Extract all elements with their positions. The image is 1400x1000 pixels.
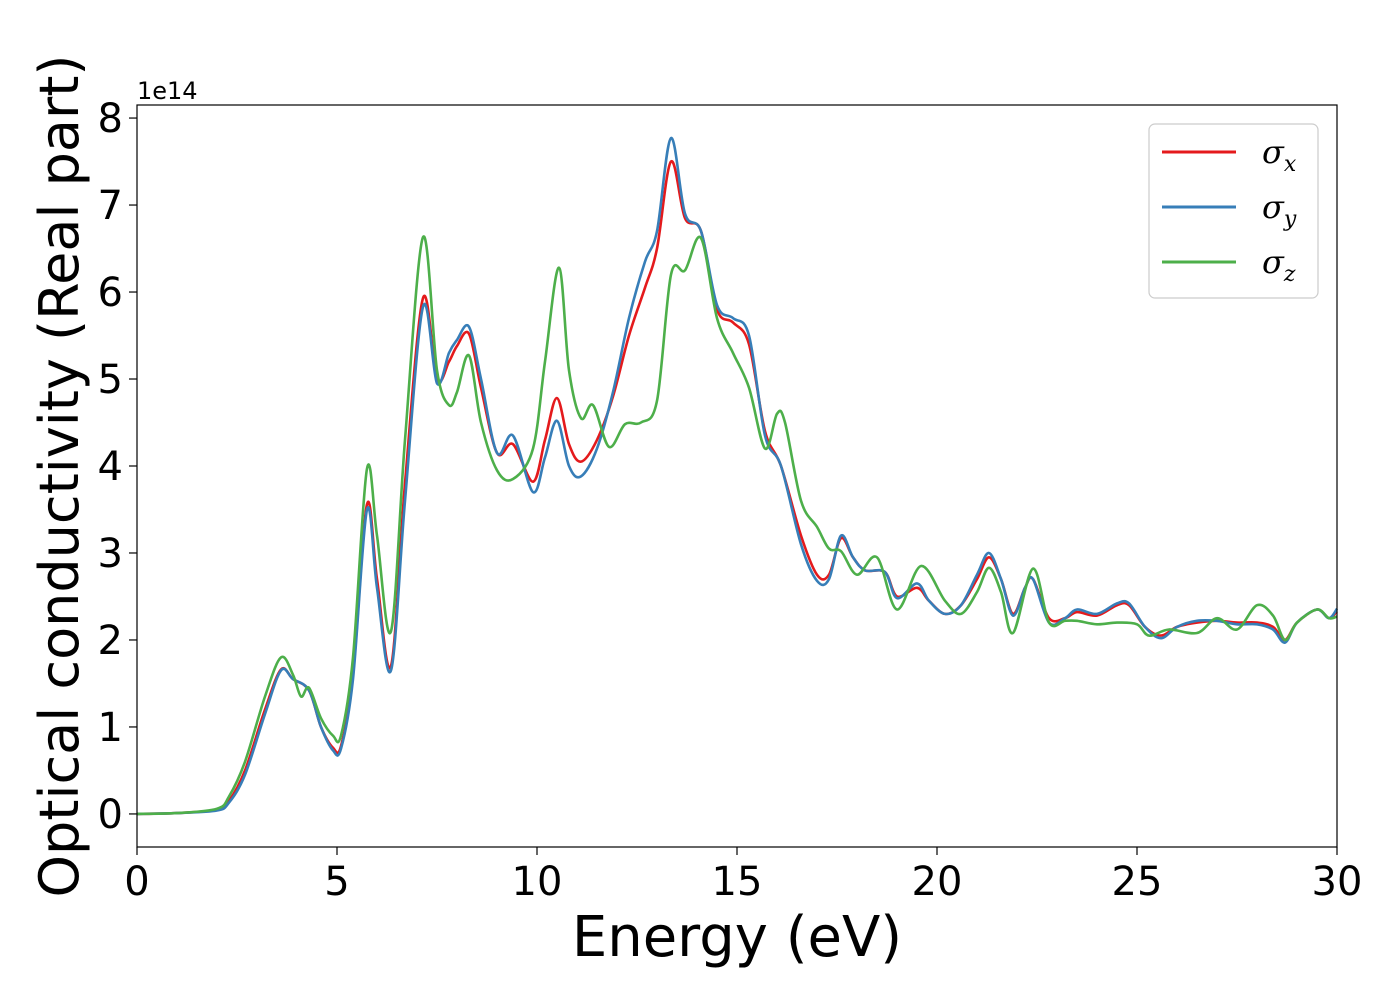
x-tick-label: 0 xyxy=(124,859,149,905)
y-tick-label: 8 xyxy=(98,96,123,142)
x-tick-label: 25 xyxy=(1112,859,1163,905)
y-tick-label: 0 xyxy=(98,792,123,838)
x-axis-title: Energy (eV) xyxy=(572,905,902,970)
legend-label-sigma-y: σy xyxy=(1262,188,1297,232)
x-tick-label: 20 xyxy=(912,859,963,905)
y-tick-label: 4 xyxy=(98,444,123,490)
legend: σx σy σz xyxy=(1148,123,1319,299)
y-axis-title: Optical conductivity (Real part) xyxy=(28,55,91,898)
series-layer xyxy=(136,136,1339,816)
x-tick-label: 10 xyxy=(512,859,563,905)
legend-box xyxy=(1148,123,1319,299)
legend-label-sigma-x: σx xyxy=(1262,133,1297,177)
x-tick-label: 5 xyxy=(324,859,349,905)
x-tick-label: 30 xyxy=(1312,859,1363,905)
y-offset-label: 1e14 xyxy=(137,77,198,105)
plot-area xyxy=(137,105,1337,847)
legend-label-sigma-z: σz xyxy=(1262,243,1296,287)
y-tick-label: 6 xyxy=(98,270,123,316)
y-axis-ticks: 0 1 2 3 4 5 6 7 8 xyxy=(98,96,137,838)
series-line-sigma-z xyxy=(136,235,1338,816)
y-tick-label: 7 xyxy=(98,183,123,229)
series-line-sigma-x xyxy=(136,160,1338,816)
y-tick-label: 5 xyxy=(98,357,123,403)
y-tick-label: 3 xyxy=(98,531,123,577)
y-tick-label: 1 xyxy=(98,705,123,751)
y-tick-label: 2 xyxy=(98,618,123,664)
x-axis-ticks: 0 5 10 15 20 25 30 xyxy=(124,847,1362,905)
series-line-sigma-y xyxy=(136,136,1339,816)
x-tick-label: 15 xyxy=(712,859,763,905)
